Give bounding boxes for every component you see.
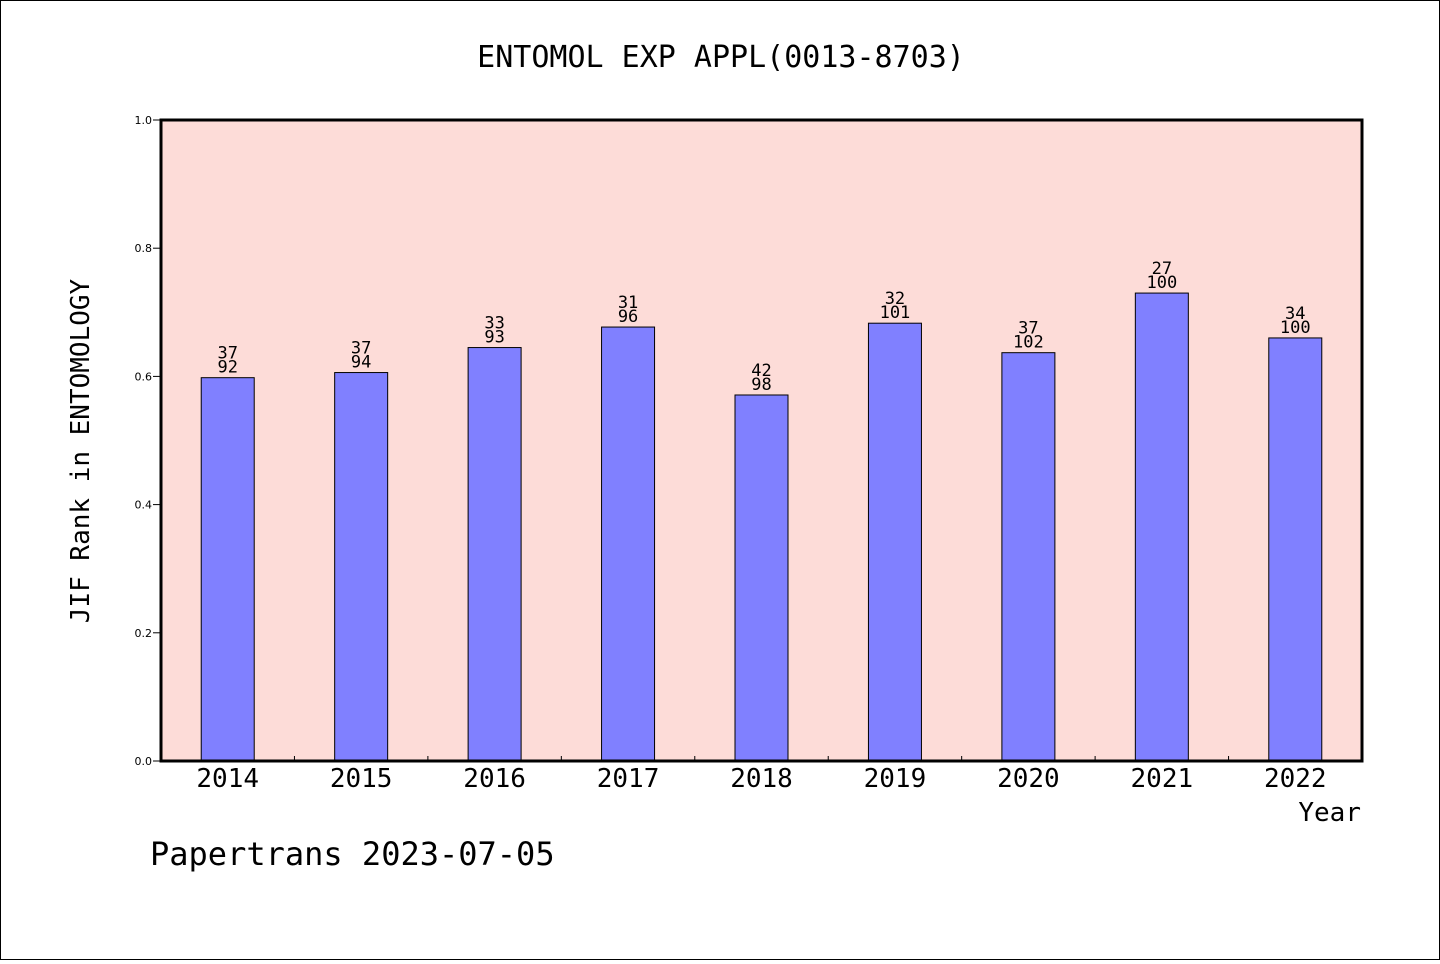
- bar-rank-label: 37: [351, 339, 371, 359]
- bar-2019: [867, 322, 922, 762]
- footer-text: Papertrans 2023-07-05: [150, 835, 555, 873]
- bar-rank-label: 33: [484, 314, 504, 334]
- x-tick-label: 2015: [330, 764, 393, 794]
- y-tick-label: 0.8: [135, 242, 153, 255]
- bar-2014: [200, 377, 255, 762]
- y-tick-label: 0.4: [135, 499, 153, 512]
- bar-2020: [1001, 352, 1056, 762]
- bar-rank-label: 37: [217, 344, 237, 364]
- bar-rank-label: 37: [1018, 319, 1038, 339]
- x-tick-label: 2022: [1264, 764, 1327, 794]
- bar-2018: [734, 394, 789, 762]
- x-tick-label: 2021: [1131, 764, 1194, 794]
- bar-total-label: 101: [880, 303, 911, 323]
- bar-rank-label: 42: [751, 361, 771, 381]
- x-tick-label: 2019: [864, 764, 927, 794]
- bar-2015: [334, 372, 389, 762]
- bar-total-label: 102: [1013, 333, 1044, 353]
- x-tick-label: 2014: [196, 764, 259, 794]
- chart-title: ENTOMOL EXP APPL(0013-8703): [477, 40, 965, 75]
- bar-total-label: 98: [751, 375, 771, 395]
- bar-2022: [1268, 337, 1323, 762]
- bar-2021: [1134, 292, 1189, 762]
- bar-total-label: 92: [217, 358, 237, 378]
- bar-total-label: 94: [351, 353, 371, 373]
- bar-total-label: 96: [618, 307, 638, 327]
- bar-rank-label: 34: [1285, 304, 1305, 324]
- y-tick-label: 0.2: [135, 627, 153, 640]
- bar-2017: [601, 326, 656, 762]
- x-tick-label: 2017: [597, 764, 660, 794]
- y-tick-label: 0.0: [135, 755, 153, 768]
- bar-total-label: 100: [1146, 273, 1177, 293]
- bar-total-label: 100: [1280, 318, 1311, 338]
- bar-total-label: 93: [484, 328, 504, 348]
- bar-2016: [467, 347, 522, 762]
- bar-rank-label: 27: [1152, 259, 1172, 279]
- y-axis-label: JIF Rank in ENTOMOLOGY: [66, 278, 96, 623]
- x-tick-label: 2018: [730, 764, 793, 794]
- bar-rank-label: 32: [885, 289, 905, 309]
- x-axis-label: Year: [1298, 798, 1361, 828]
- x-tick-label: 2016: [463, 764, 526, 794]
- bar-rank-label: 31: [618, 293, 638, 313]
- x-tick-label: 2020: [997, 764, 1060, 794]
- plot-border: [159, 118, 1364, 763]
- y-tick-label: 0.6: [135, 370, 153, 383]
- y-tick-label: 1.0: [135, 114, 153, 127]
